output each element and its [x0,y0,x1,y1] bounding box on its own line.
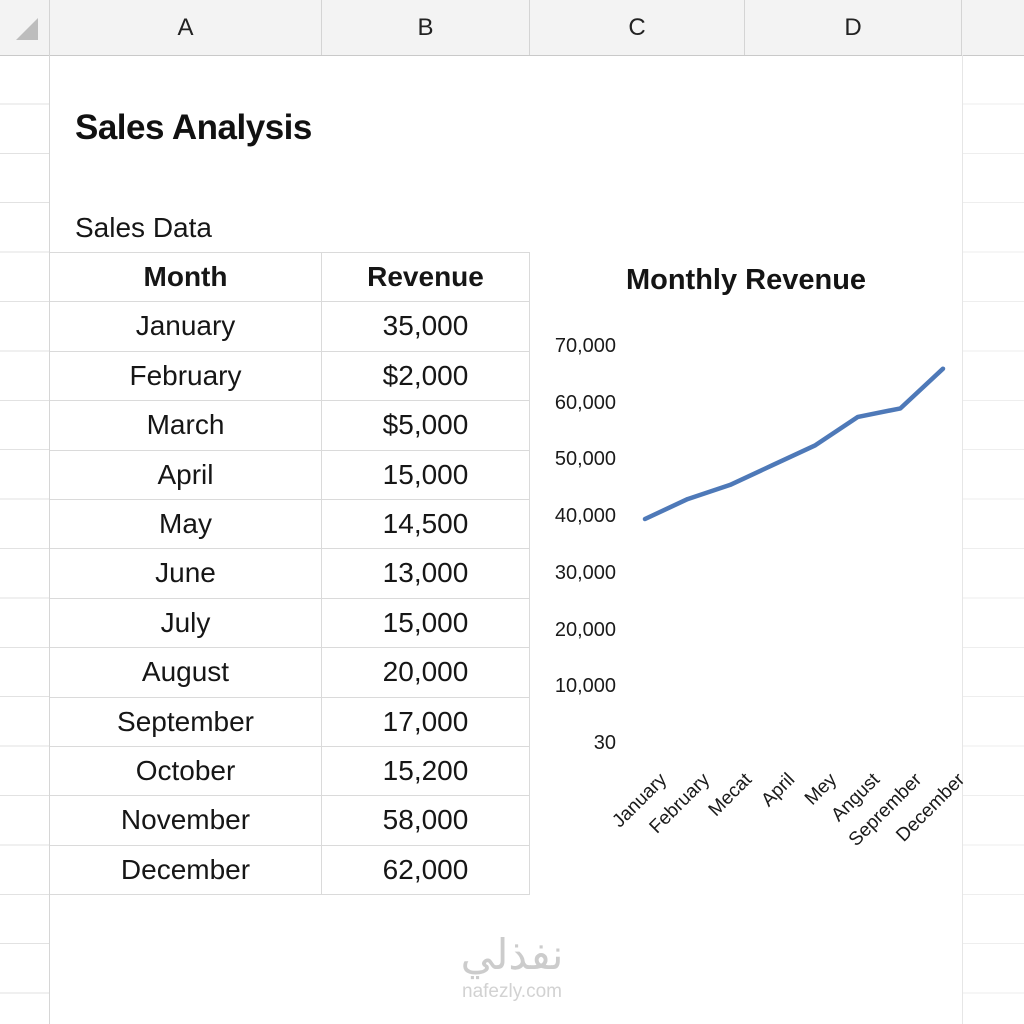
month-cell[interactable]: November [50,796,322,845]
revenue-cell[interactable]: $5,000 [322,401,530,450]
y-tick-label: 20,000 [554,618,616,641]
table-row: July 15,000 [50,598,530,649]
chart-title: Monthly Revenue [625,264,867,296]
embedded-chart[interactable]: Monthly Revenue 70,000 60,000 50,000 40,000… [530,250,969,870]
sheet-title-cell[interactable]: Sales Analysis [75,108,312,147]
table-header-row: Month Revenue [50,253,530,303]
table-row: September 17,000 [50,697,530,747]
column-header-extra[interactable] [962,0,1024,55]
month-cell[interactable]: February [50,351,322,401]
watermark-domain: nafezly.com [462,981,562,1002]
table-row: February $2,000 [50,351,530,402]
table-row: June 13,000 [50,549,530,599]
revenue-cell[interactable]: 35,000 [322,302,530,351]
chart-line-series [642,366,946,522]
table-row: March $5,000 [50,401,530,451]
month-header-cell[interactable]: Month [50,253,322,302]
y-tick-label: 60,000 [554,391,616,414]
select-all-corner[interactable] [0,0,50,55]
month-cell[interactable]: October [50,746,322,796]
y-tick-label: 70,000 [554,335,616,357]
chart-y-axis: 70,000 60,000 50,000 40,000 30,000 20,000 10,0… [530,250,962,870]
revenue-cell[interactable]: 15,200 [322,746,530,796]
row-header-column[interactable] [0,55,50,1024]
month-cell[interactable]: May [50,499,322,549]
sales-table: Month Revenue January 35,000 February $2,00… [50,252,530,896]
revenue-cell[interactable]: 17,000 [322,697,530,746]
table-row: May 14,500 [50,499,530,550]
y-tick-label: 30,000 [554,561,616,584]
watermark-arabic: نفذلي [460,930,564,979]
y-tick-label: 40,000 [554,505,616,528]
select-all-icon [16,18,38,40]
y-tick-label: 10,000 [554,675,616,698]
table-row: December 62,000 [50,845,530,896]
column-header-c[interactable]: C [530,0,745,55]
revenue-cell[interactable]: 13,000 [322,549,530,598]
sales-data-label-cell[interactable]: Sales Data [75,212,212,243]
revenue-cell[interactable]: 15,000 [322,450,530,499]
table-row: April 15,000 [50,450,530,500]
column-header-row: A B C D [0,0,1024,56]
grid-right-strip [962,55,1024,1024]
revenue-cell[interactable]: $2,000 [322,351,530,401]
month-cell[interactable]: July [50,598,322,648]
month-cell[interactable]: January [50,302,322,351]
column-header-a[interactable]: A [50,0,322,55]
revenue-cell[interactable]: 62,000 [322,845,530,895]
revenue-cell[interactable]: 14,500 [322,499,530,549]
month-cell[interactable]: September [50,697,322,746]
table-row: November 58,000 [50,796,530,846]
table-row: January 35,000 [50,302,530,352]
y-tick-label: 50,000 [554,448,616,471]
revenue-cell[interactable]: 20,000 [322,648,530,697]
column-header-b[interactable]: B [322,0,530,55]
month-cell[interactable]: December [50,845,322,895]
column-header-d[interactable]: D [745,0,962,55]
table-row: August 20,000 [50,648,530,698]
table-row: October 15,200 [50,746,530,797]
month-cell[interactable]: June [50,549,322,598]
y-tick-label: 30 [593,731,616,754]
month-cell[interactable]: August [50,648,322,697]
month-cell[interactable]: March [50,401,322,450]
revenue-cell[interactable]: 58,000 [322,796,530,845]
revenue-header-cell[interactable]: Revenue [322,253,530,302]
month-cell[interactable]: April [50,450,322,499]
table-body: January 35,000 February $2,000 March $5,000 Ap… [50,302,530,896]
watermark: نفذلي nafezly.com [0,930,1024,1003]
revenue-cell[interactable]: 15,000 [322,598,530,648]
